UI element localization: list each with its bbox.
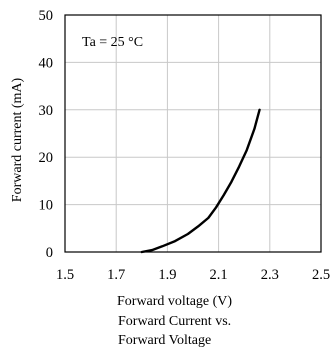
x-tick-label: 1.9: [158, 267, 176, 283]
x-tick-label: 2.5: [312, 267, 330, 283]
chart-title-line-1: Forward Current vs.: [118, 314, 231, 329]
y-tick-label: 20: [39, 150, 54, 166]
y-tick-label: 50: [39, 8, 54, 24]
series-line: [140, 108, 261, 254]
y-axis-label: Forward current (mA): [10, 77, 25, 202]
y-tick-label: 0: [46, 245, 53, 261]
x-tick-labels: 1.5 1.7 1.9 2.1 2.3 2.5: [56, 267, 330, 283]
y-tick-label: 40: [39, 55, 54, 71]
x-tick-label: 1.5: [56, 267, 74, 283]
x-tick-label: 2.3: [261, 267, 279, 283]
y-tick-label: 10: [39, 198, 54, 214]
y-tick-labels: 0 10 20 30 40 50: [39, 8, 54, 261]
x-axis-label: Forward voltage (V): [117, 294, 232, 309]
annotation-label: Ta = 25 °C: [82, 35, 143, 50]
x-tick-label: 2.1: [210, 267, 228, 283]
plot-frame: [64, 14, 322, 253]
series-group: [140, 108, 261, 254]
plot-area: [65, 15, 321, 252]
chart-title-line-2: Forward Voltage: [118, 333, 211, 348]
x-tick-label: 1.7: [107, 267, 125, 283]
y-tick-label: 30: [39, 103, 54, 119]
